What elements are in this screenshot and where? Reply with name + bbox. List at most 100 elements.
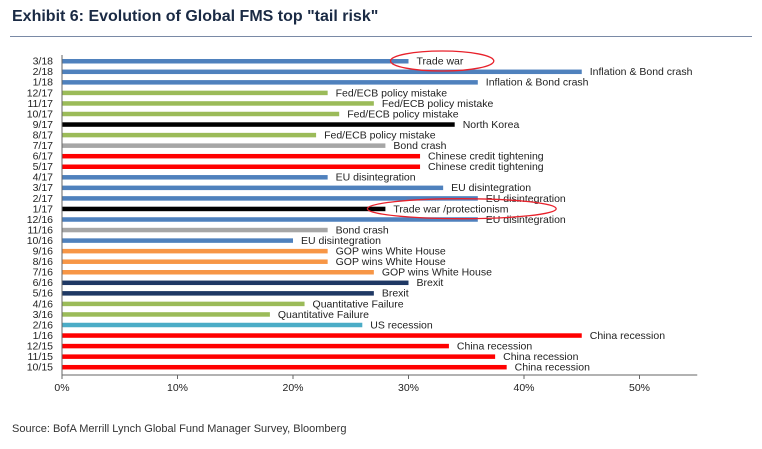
category-label: 10/16 [27, 235, 53, 247]
category-label: 8/17 [33, 129, 54, 141]
category-label: 1/16 [33, 330, 54, 342]
bar-4-17 [62, 175, 328, 180]
bar-2-16 [62, 322, 363, 328]
data-label: US recession [370, 319, 433, 331]
data-label: Brexit [417, 277, 444, 289]
category-label: 7/17 [33, 140, 54, 152]
category-labels-layer: 3/182/181/1812/1711/1710/179/178/177/176… [27, 56, 53, 374]
category-label: 4/16 [33, 298, 54, 310]
category-label: 3/17 [33, 182, 54, 194]
bar-9-17 [62, 122, 455, 127]
bar-7-16 [62, 270, 374, 275]
data-labels-layer: Trade war Inflation & Bond crashInflation… [278, 56, 693, 374]
data-label: EU disintegration [336, 172, 416, 184]
data-label: Chinese credit tightening [428, 161, 544, 173]
data-label: Quantitative Failure [313, 298, 404, 310]
data-label: Chinese credit tightening [428, 151, 544, 163]
category-label: 12/15 [27, 340, 53, 352]
title-divider [10, 36, 752, 37]
x-tick-label: 30% [398, 382, 419, 394]
category-label: 7/16 [33, 267, 54, 279]
bar-11-15 [62, 354, 496, 359]
bar-5-16 [62, 291, 374, 296]
data-label: EU disintegration [451, 182, 531, 194]
category-label: 11/16 [28, 224, 54, 236]
category-label: 5/17 [33, 161, 54, 173]
bar-1-16 [62, 333, 582, 338]
bar-1-18 [62, 80, 478, 85]
bar-3-17 [62, 185, 444, 191]
data-label: Fed/ECB policy mistake [324, 129, 436, 141]
category-label: 1/18 [33, 77, 54, 89]
category-label: 12/17 [27, 87, 53, 99]
data-label: Trade war [417, 56, 464, 68]
category-label: 2/17 [33, 193, 54, 205]
bar-12-17 [62, 90, 328, 96]
bar-3-18 [62, 59, 409, 64]
highlight-ellipses-layer [366, 50, 557, 220]
data-label: North Korea [463, 119, 520, 131]
bars-layer [62, 59, 582, 370]
category-label: 10/17 [27, 108, 53, 120]
category-label: 6/16 [33, 277, 54, 289]
data-label: Inflation & Bond crash [590, 66, 693, 78]
bar-11-16 [62, 227, 328, 233]
data-label: EU disintegration [301, 235, 381, 247]
category-label: 9/16 [33, 246, 54, 258]
data-label: China recession [515, 362, 590, 374]
category-label: 3/16 [33, 309, 54, 321]
bar-7-17 [62, 143, 386, 148]
data-label: EU disintegration [486, 214, 566, 226]
bar-8-17 [62, 132, 317, 138]
x-tick-label: 50% [629, 382, 650, 394]
category-label: 12/16 [27, 214, 53, 226]
category-label: 2/18 [33, 66, 54, 78]
highlight-ellipse [366, 198, 557, 220]
data-label: Trade war /protectionism [393, 203, 508, 215]
data-label: GOP wins White House [382, 267, 492, 279]
category-label: 10/15 [27, 362, 53, 374]
category-label: 3/18 [33, 56, 54, 68]
data-label: China recession [457, 340, 532, 352]
category-label: 9/17 [33, 119, 54, 131]
data-label: Bond crash [336, 224, 389, 236]
data-label: GOP wins White House [336, 246, 446, 258]
category-label: 4/17 [33, 172, 54, 184]
chart-title: Exhibit 6: Evolution of Global FMS top "… [12, 8, 379, 25]
bar-10-16 [62, 238, 293, 243]
data-label: EU disintegration [486, 193, 566, 205]
source-note: Source: BofA Merrill Lynch Global Fund M… [12, 423, 347, 435]
category-label: 8/16 [33, 256, 54, 268]
category-label: 1/17 [33, 203, 54, 215]
x-tick-label: 0% [54, 382, 69, 394]
bar-12-16 [62, 217, 478, 222]
bar-10-15 [62, 364, 507, 370]
data-label: Inflation & Bond crash [486, 77, 589, 89]
x-tick-label: 40% [513, 382, 534, 394]
data-label: China recession [590, 330, 665, 342]
axes-layer: 0% 10% 20% 30% 40% 50% [54, 55, 698, 394]
bar-9-16 [62, 248, 328, 254]
bar-12-15 [62, 343, 449, 349]
category-label: 2/16 [33, 319, 54, 331]
data-label: Quantitative Failure [278, 309, 369, 321]
bar-1-17 [62, 206, 386, 212]
bar-11-17 [62, 101, 374, 106]
bar-3-16 [62, 312, 270, 317]
data-label: Bond crash [393, 140, 446, 152]
data-label: Fed/ECB policy mistake [336, 87, 448, 99]
data-label: GOP wins White House [336, 256, 446, 268]
bar-8-16 [62, 259, 328, 264]
x-tick-label: 10% [167, 382, 188, 394]
bar-5-17 [62, 164, 421, 169]
x-tick-label: 20% [282, 382, 303, 394]
category-label: 6/17 [33, 151, 54, 163]
bar-4-16 [62, 301, 305, 307]
highlight-ellipse [389, 50, 495, 72]
data-label: Fed/ECB policy mistake [382, 98, 494, 110]
bar-6-17 [62, 153, 421, 159]
data-label: Fed/ECB policy mistake [347, 108, 459, 120]
bar-10-17 [62, 111, 340, 117]
data-label: Brexit [382, 288, 409, 300]
